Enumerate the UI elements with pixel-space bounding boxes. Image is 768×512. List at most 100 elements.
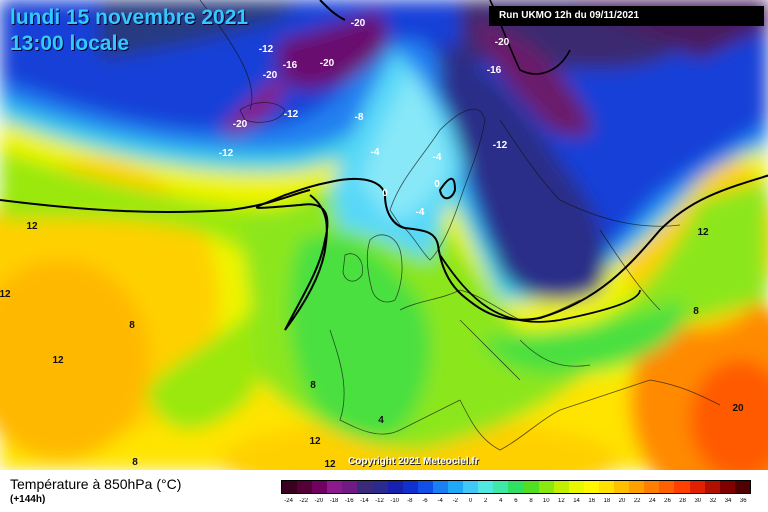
contour-label: 8 — [693, 306, 699, 317]
scale-tick: 24 — [648, 498, 656, 504]
scale-tick: 8 — [529, 498, 533, 504]
contour-label: 12 — [309, 436, 321, 447]
scale-cell — [342, 481, 358, 493]
scale-cell — [297, 481, 313, 493]
scale-cell — [644, 481, 660, 493]
contour-label: -4 — [371, 147, 380, 158]
scale-tick: 34 — [724, 498, 732, 504]
lead-time: (+144h) — [10, 494, 46, 505]
map-canvas: -20 -12 -16 -20 -20 -20 -12 -8 -12 -4 0 -4 0 -4 -20 -16… — [0, 0, 768, 470]
contour-label: 0 — [434, 179, 440, 190]
scale-cell — [568, 481, 584, 493]
color-scale — [281, 480, 751, 494]
scale-tick: 32 — [709, 498, 717, 504]
scale-cell — [417, 481, 433, 493]
scale-cell — [523, 481, 539, 493]
scale-tick: 16 — [588, 498, 596, 504]
run-info: Run UKMO 12h du 09/11/2021 — [489, 6, 764, 26]
scale-tick: -4 — [437, 498, 443, 504]
scale-tick: 6 — [514, 498, 518, 504]
scale-cell — [719, 481, 735, 493]
contour-label: -20 — [320, 58, 335, 69]
contour-label: 12 — [0, 289, 11, 300]
contour-label: -16 — [283, 60, 298, 71]
scale-tick: 18 — [603, 498, 611, 504]
scale-cell — [704, 481, 720, 493]
scale-tick: -10 — [390, 498, 399, 504]
scale-tick: 14 — [573, 498, 580, 504]
scale-tick: -24 — [284, 498, 293, 504]
variable-label: Température à 850hPa (°C) — [10, 476, 182, 492]
scale-tick: 26 — [664, 498, 671, 504]
contour-label: -4 — [416, 207, 425, 218]
scale-tick: 28 — [679, 498, 686, 504]
contour-label: -20 — [495, 37, 510, 48]
scale-cell — [583, 481, 599, 493]
scale-cell — [282, 481, 298, 493]
scale-tick: -22 — [299, 498, 309, 504]
scale-tick: 0 — [468, 498, 473, 504]
scale-cell — [689, 481, 705, 493]
scale-cell — [372, 481, 388, 493]
scale-cell — [659, 481, 675, 493]
forecast-time: 13:00 locale — [10, 32, 130, 55]
scale-tick: -2 — [452, 498, 458, 504]
scale-tick: 12 — [558, 498, 565, 504]
scale-cell — [387, 481, 403, 493]
contour-label: -16 — [487, 65, 502, 76]
contour-label: -4 — [433, 152, 442, 163]
scale-tick: -20 — [314, 498, 324, 504]
scale-cell — [327, 481, 343, 493]
scale-cell — [357, 481, 373, 493]
isotherm-0-south — [439, 254, 641, 323]
scale-cell — [614, 481, 630, 493]
contour-label: 20 — [732, 403, 744, 414]
contour-label: 8 — [132, 457, 138, 468]
contour-label: -20 — [233, 119, 248, 130]
isotherm-n-north — [319, 0, 346, 21]
scale-cell — [553, 481, 569, 493]
scale-cell — [432, 481, 449, 493]
contour-label: 12 — [697, 227, 709, 238]
scale-tick: 36 — [739, 498, 747, 504]
contour-label: -12 — [493, 140, 508, 151]
scale-tick: 20 — [618, 498, 626, 504]
forecast-date: lundi 15 novembre 2021 — [10, 6, 249, 29]
scale-tick: 10 — [542, 498, 550, 504]
scale-cell — [538, 481, 554, 493]
isotherm-0 — [255, 174, 768, 331]
contour-label: 12 — [324, 459, 336, 470]
contour-label: 8 — [129, 320, 135, 331]
contour-label: -12 — [259, 44, 274, 55]
scale-cell — [463, 481, 479, 493]
scale-cell — [734, 481, 750, 493]
scale-tick: -6 — [422, 498, 428, 504]
scale-cell — [629, 481, 645, 493]
isotherm-0-west — [0, 189, 311, 213]
temperature-map: -20 -12 -16 -20 -20 -20 -12 -8 -12 -4 0 -4 0 -4 -20 -16… — [0, 0, 768, 470]
contour-label: -20 — [351, 18, 366, 29]
scale-cell — [312, 481, 328, 493]
contour-labels: -20 -12 -16 -20 -20 -20 -12 -8 -12 -4 0 -4 0 -4 -20 -16… — [0, 18, 744, 470]
scale-cell — [508, 481, 524, 493]
color-scale-ticks: -24 -22 -20 -18 -16 -14 -12 -10 -8 -6 -4 -2 0 2 4 6 8 10 1… — [281, 498, 751, 508]
scale-cell — [674, 481, 690, 493]
scale-tick: 30 — [694, 498, 702, 504]
scale-cell — [493, 481, 509, 493]
scale-tick: -12 — [375, 498, 384, 504]
contour-label: 12 — [26, 221, 38, 232]
scale-cell — [402, 481, 418, 493]
contour-label: 4 — [378, 415, 384, 426]
contour-label: 8 — [310, 380, 316, 391]
temperature-field — [0, 0, 768, 470]
scale-tick: 4 — [499, 498, 503, 504]
contour-label: -12 — [219, 148, 234, 159]
contour-label: -20 — [263, 70, 278, 81]
scale-cell — [598, 481, 615, 493]
contour-label: 0 — [382, 188, 388, 199]
scale-tick: -14 — [360, 498, 369, 504]
scale-tick: -18 — [329, 498, 339, 504]
scale-tick: -8 — [407, 498, 413, 504]
copyright-notice: Copyright 2021 Meteociel.fr — [348, 456, 479, 467]
scale-tick: 2 — [483, 498, 488, 504]
